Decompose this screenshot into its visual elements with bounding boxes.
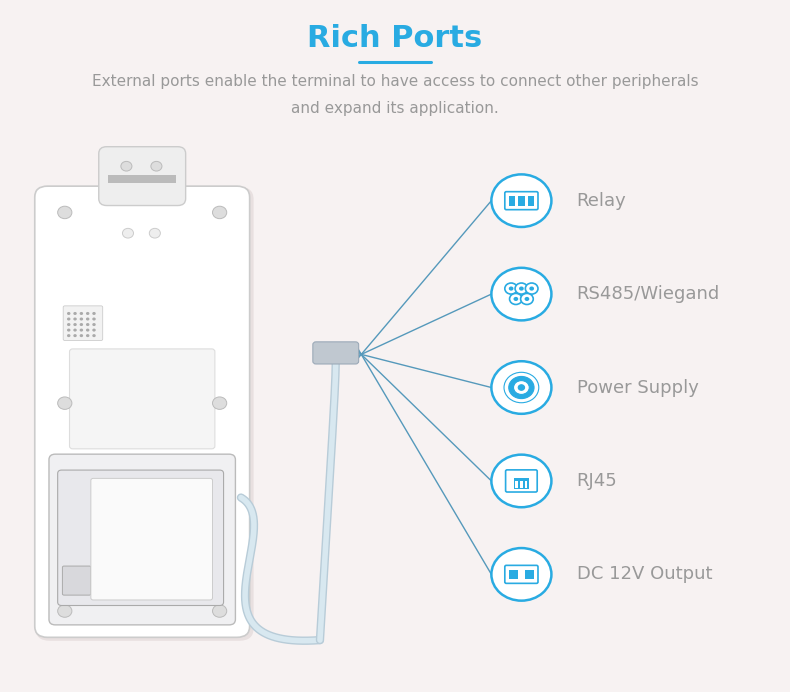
Circle shape <box>491 289 504 300</box>
Text: DC 12V Output: DC 12V Output <box>577 565 713 583</box>
Circle shape <box>213 206 227 219</box>
Circle shape <box>514 381 529 394</box>
Circle shape <box>525 297 529 301</box>
Circle shape <box>80 329 83 331</box>
Bar <box>514 478 529 489</box>
Bar <box>525 481 528 488</box>
Circle shape <box>67 312 70 315</box>
Text: Rich Ports: Rich Ports <box>307 24 483 53</box>
Circle shape <box>73 334 77 337</box>
Circle shape <box>58 397 72 410</box>
Circle shape <box>73 312 77 315</box>
Circle shape <box>80 318 83 320</box>
Text: External ports enable the terminal to have access to connect other peripherals
a: External ports enable the terminal to ha… <box>92 75 698 116</box>
Bar <box>528 196 534 206</box>
Circle shape <box>509 376 534 399</box>
Circle shape <box>86 318 89 320</box>
Bar <box>525 570 534 579</box>
Circle shape <box>92 329 96 331</box>
Circle shape <box>213 397 227 410</box>
Circle shape <box>491 548 551 601</box>
Circle shape <box>510 293 522 304</box>
FancyBboxPatch shape <box>70 349 215 449</box>
FancyBboxPatch shape <box>91 478 213 600</box>
Circle shape <box>80 334 83 337</box>
Circle shape <box>509 286 514 291</box>
Circle shape <box>491 174 551 227</box>
Circle shape <box>73 318 77 320</box>
Circle shape <box>86 329 89 331</box>
Text: RS485/Wiegand: RS485/Wiegand <box>577 285 720 303</box>
Circle shape <box>504 372 539 403</box>
Circle shape <box>491 268 551 320</box>
Circle shape <box>518 385 525 390</box>
Circle shape <box>92 334 96 337</box>
Circle shape <box>122 228 134 238</box>
Circle shape <box>491 195 504 206</box>
FancyBboxPatch shape <box>99 147 186 206</box>
FancyBboxPatch shape <box>36 187 254 641</box>
Circle shape <box>92 312 96 315</box>
FancyBboxPatch shape <box>35 186 250 637</box>
Circle shape <box>505 283 517 294</box>
Circle shape <box>515 283 528 294</box>
Circle shape <box>491 455 551 507</box>
Bar <box>509 570 518 579</box>
Text: Power Supply: Power Supply <box>577 379 698 397</box>
Circle shape <box>519 286 524 291</box>
FancyBboxPatch shape <box>505 565 538 583</box>
Text: RJ45: RJ45 <box>577 472 618 490</box>
Circle shape <box>73 323 77 326</box>
Circle shape <box>525 283 538 294</box>
Bar <box>509 196 515 206</box>
Circle shape <box>67 323 70 326</box>
Circle shape <box>86 312 89 315</box>
Text: Relay: Relay <box>577 192 626 210</box>
Circle shape <box>529 286 534 291</box>
Circle shape <box>491 569 504 580</box>
Circle shape <box>92 318 96 320</box>
Bar <box>521 481 523 488</box>
Circle shape <box>149 228 160 238</box>
Circle shape <box>80 323 83 326</box>
Circle shape <box>58 605 72 617</box>
Circle shape <box>73 329 77 331</box>
FancyBboxPatch shape <box>505 192 538 210</box>
Circle shape <box>521 293 533 304</box>
Circle shape <box>67 334 70 337</box>
Bar <box>108 174 176 183</box>
Bar <box>516 481 518 488</box>
FancyBboxPatch shape <box>49 454 235 625</box>
FancyBboxPatch shape <box>62 566 91 595</box>
Circle shape <box>86 334 89 337</box>
Circle shape <box>67 329 70 331</box>
Circle shape <box>86 323 89 326</box>
Circle shape <box>67 318 70 320</box>
FancyBboxPatch shape <box>313 342 359 364</box>
Circle shape <box>514 297 518 301</box>
Circle shape <box>491 382 504 393</box>
Circle shape <box>121 161 132 171</box>
Circle shape <box>92 323 96 326</box>
FancyBboxPatch shape <box>58 470 224 606</box>
Circle shape <box>491 361 551 414</box>
FancyBboxPatch shape <box>506 470 537 492</box>
Circle shape <box>80 312 83 315</box>
Bar <box>518 196 525 206</box>
FancyBboxPatch shape <box>63 306 103 340</box>
Circle shape <box>151 161 162 171</box>
Circle shape <box>491 475 504 486</box>
Circle shape <box>213 605 227 617</box>
Circle shape <box>58 206 72 219</box>
